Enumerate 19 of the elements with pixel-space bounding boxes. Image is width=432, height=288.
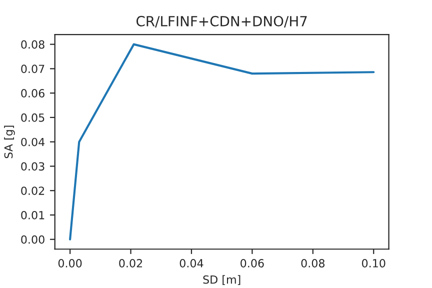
x-tick-label: 0.06 [240,259,264,268]
line-series [69,43,375,240]
y-axis-title: SA [g] [4,126,15,158]
y-tick-label: 0.04 [21,138,45,146]
x-tick-label: 0.04 [180,259,204,268]
y-tick-label: 0.01 [21,210,44,220]
x-tick-label: 0.10 [362,259,386,268]
x-tick-label: 0.00 [58,259,82,268]
x-tick-label: 0.08 [301,259,325,268]
x-tick-label: 0.02 [119,259,142,268]
y-tick-label: 0.07 [21,64,44,74]
y-tick-label: 0.00 [21,235,44,244]
chart-title: CR/LFINF+CDN+DNO/H7 [136,16,307,28]
y-tick-label: 0.05 [21,113,44,122]
y-tick-label: 0.06 [21,89,44,98]
x-axis-title: SD [m] [203,275,240,286]
y-tick-label: 0.02 [21,186,44,195]
y-tick-label: 0.08 [21,40,44,49]
y-tick-label: 0.03 [21,162,44,171]
